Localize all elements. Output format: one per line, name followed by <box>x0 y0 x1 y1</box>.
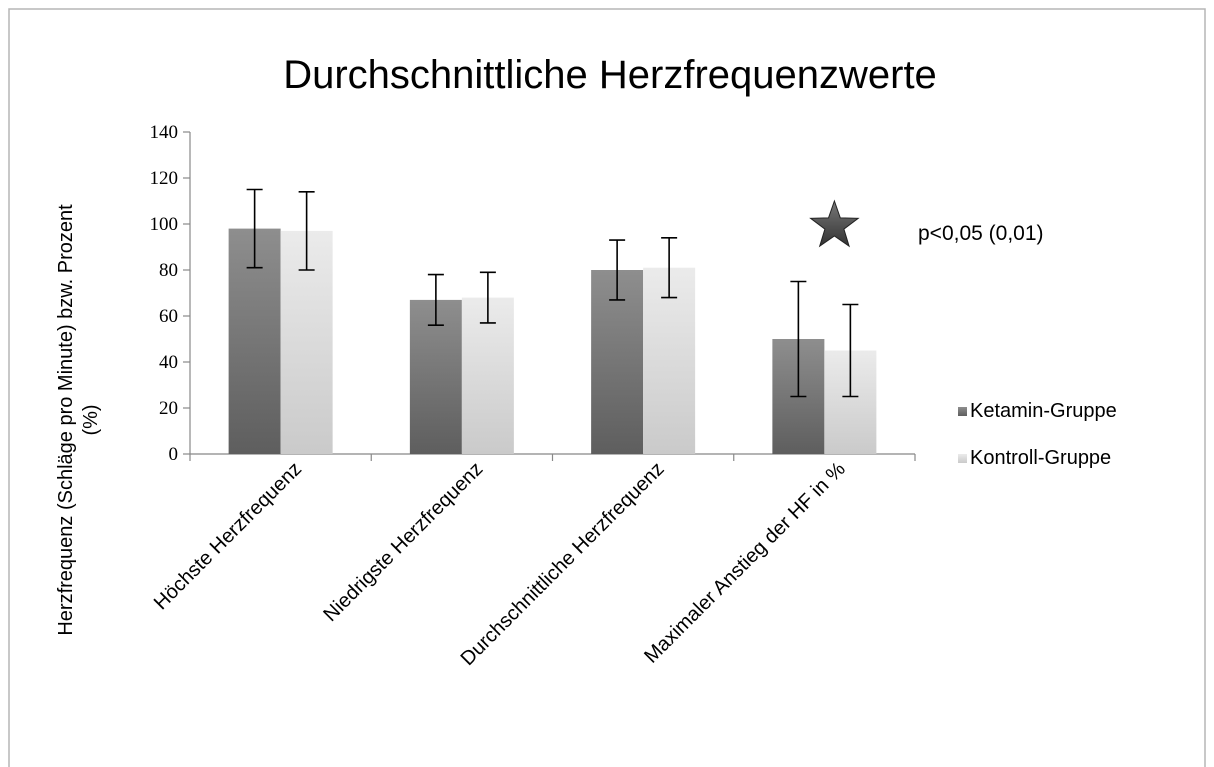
category-label: Maximaler Anstieg der HF in % <box>640 458 850 668</box>
y-tick-label: 0 <box>169 444 179 465</box>
category-label: Durchschnittliche Herzfrequenz <box>457 458 669 670</box>
error-bars <box>246 188 859 398</box>
y-tick-label: 60 <box>159 306 178 327</box>
star-icon <box>809 199 860 248</box>
y-axis-label-line-2: (%) <box>80 404 102 435</box>
y-tick-label: 40 <box>159 352 178 373</box>
category-labels: Höchste Herzfrequenz Niedrigste Herzfrequ… <box>150 458 850 670</box>
y-tick-label: 80 <box>159 260 178 281</box>
significance-annotation: p<0,05 (0,01) <box>809 199 1044 248</box>
category-label: Niedrigste Herzfrequenz <box>319 458 487 626</box>
legend-swatch <box>958 454 967 463</box>
bars <box>228 228 877 454</box>
significance-label: p<0,05 (0,01) <box>918 222 1044 245</box>
bar-kontroll <box>643 267 696 454</box>
y-tick-label: 20 <box>159 398 178 419</box>
legend-label: Kontroll-Gruppe <box>970 447 1111 469</box>
chart-frame <box>8 8 1206 767</box>
legend-swatch <box>958 407 967 416</box>
legend-label: Ketamin-Gruppe <box>970 400 1117 422</box>
legend: Ketamin-Gruppe Kontroll-Gruppe <box>958 400 1117 469</box>
y-tick-label: 100 <box>150 214 179 235</box>
category-label: Höchste Herzfrequenz <box>150 458 306 614</box>
y-tick-label: 140 <box>150 122 179 143</box>
y-axis-label: Herzfrequenz (Schläge pro Minute) bzw. P… <box>55 204 102 636</box>
y-tick-label: 120 <box>150 168 179 189</box>
y-axis-label-line-1: Herzfrequenz (Schläge pro Minute) bzw. P… <box>55 204 77 636</box>
chart-title: Durchschnittliche Herzfrequenzwerte <box>283 53 937 97</box>
